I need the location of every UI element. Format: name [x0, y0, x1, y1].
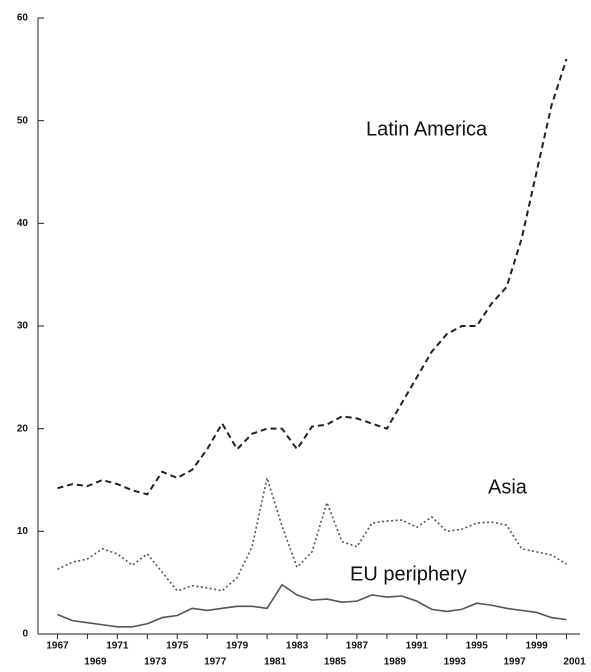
series-label: Asia	[488, 476, 528, 498]
y-tick-label: 60	[17, 13, 29, 24]
y-tick-label: 40	[17, 218, 29, 229]
y-tick-label: 50	[17, 115, 29, 126]
x-tick-label: 1977	[204, 657, 227, 668]
series-label: Latin America	[366, 118, 488, 140]
x-tick-label: 1995	[466, 641, 489, 652]
x-tick-label: 1979	[226, 641, 249, 652]
x-tick-label: 1999	[525, 641, 548, 652]
x-tick-label: 1969	[84, 657, 107, 668]
x-tick-label: 1973	[144, 657, 167, 668]
x-tick-label: 1981	[264, 657, 287, 668]
x-tick-label: 1987	[346, 641, 369, 652]
series-label: EU periphery	[350, 563, 467, 585]
x-tick-label: 1997	[504, 657, 527, 668]
y-tick-label: 0	[22, 629, 28, 640]
x-tick-label: 1991	[406, 641, 429, 652]
series-line	[57, 58, 568, 496]
x-tick-label: 1975	[166, 641, 189, 652]
x-tick-label: 1985	[324, 657, 347, 668]
x-tick-label: 1967	[46, 641, 69, 652]
x-tick-label: 1983	[286, 641, 309, 652]
y-tick-label: 20	[17, 423, 29, 434]
y-tick-label: 30	[17, 321, 29, 332]
x-tick-label: 1971	[106, 641, 129, 652]
x-tick-label: 2001	[563, 657, 586, 668]
series-line	[57, 583, 567, 628]
x-tick-label: 1993	[444, 657, 467, 668]
x-tick-label: 1989	[384, 657, 407, 668]
y-tick-label: 10	[17, 526, 29, 537]
series-line	[57, 474, 567, 592]
